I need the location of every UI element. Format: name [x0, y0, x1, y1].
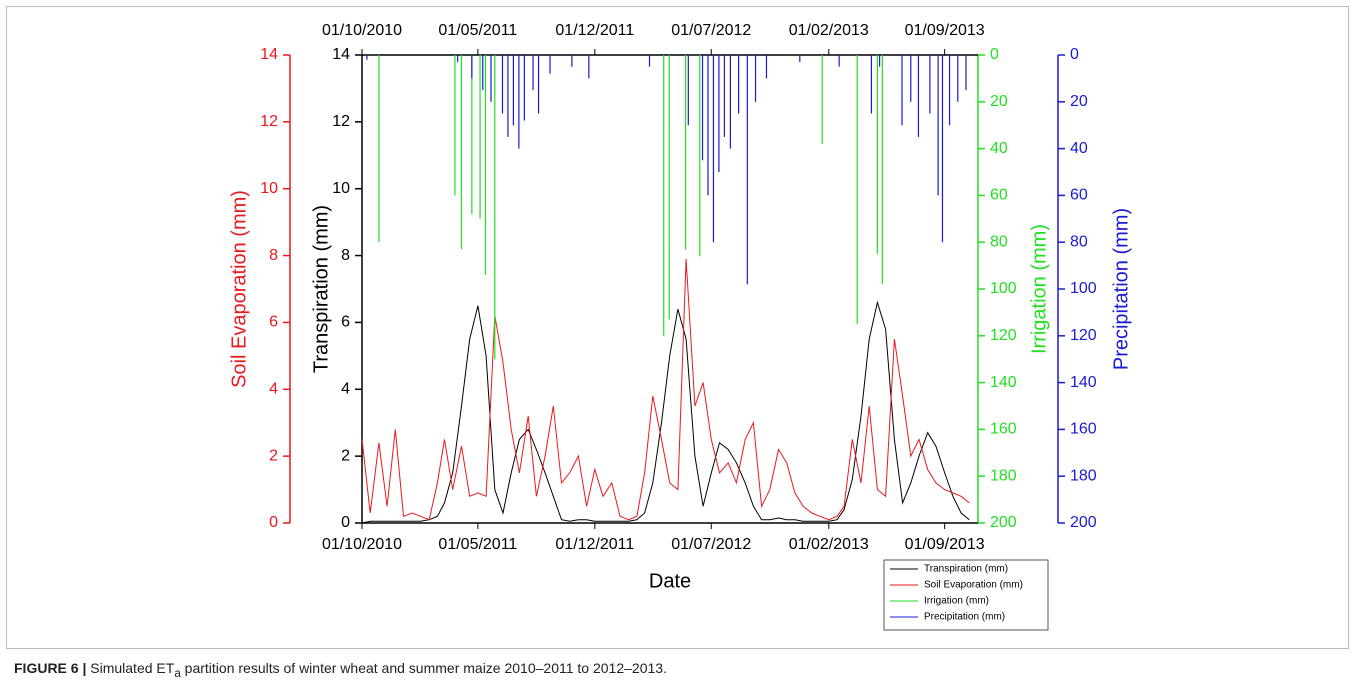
y-tick-label: 180: [990, 467, 1017, 484]
y-tick-label: 0: [269, 514, 278, 531]
x-tick-label: 01/02/2013: [789, 536, 869, 553]
legend-label: Soil Evaporation (mm): [924, 580, 1023, 591]
y-tick-label: 100: [990, 280, 1017, 297]
x-tick-label: 01/07/2012: [671, 536, 751, 553]
y-tick-label: 80: [1070, 233, 1088, 250]
x-tick-label-top: 01/05/2011: [438, 22, 517, 39]
caption-text: Simulated ET: [86, 660, 175, 676]
x-tick-label-top: 01/10/2010: [322, 22, 402, 39]
y-tick-label: 80: [990, 233, 1008, 250]
y-tick-label: 20: [1070, 93, 1088, 110]
y-tick-label: 0: [990, 46, 999, 63]
series-line: [361, 300, 970, 524]
y-tick-label: 14: [332, 46, 350, 63]
y-tick-label: 140: [990, 374, 1017, 391]
y-tick-label: 140: [1070, 374, 1097, 391]
y-tick-label: 2: [341, 447, 350, 464]
y-tick-label: 8: [341, 247, 350, 264]
y-tick-label: 40: [990, 140, 1008, 157]
y-tick-label: 120: [1070, 327, 1097, 344]
y-tick-label: 60: [990, 187, 1008, 204]
y-tick-label: 200: [1070, 514, 1097, 531]
figure-frame: [6, 6, 1349, 649]
y-tick-label: 100: [1070, 280, 1097, 297]
y-tick-label: 2: [269, 447, 278, 464]
legend-label: Irrigation (mm): [924, 596, 989, 607]
series-line: [361, 258, 970, 521]
y-tick-label: 6: [341, 314, 350, 331]
y-tick-label: 14: [260, 46, 278, 63]
y-tick-label: 0: [1070, 46, 1079, 63]
x-tick-label: 01/12/2011: [555, 536, 634, 553]
y-tick-label: 10: [260, 180, 278, 197]
y-axis-title: Precipitation (mm): [1110, 208, 1132, 370]
x-tick-label-top: 01/09/2013: [905, 22, 985, 39]
x-tick-label: 01/10/2010: [322, 536, 402, 553]
y-tick-label: 40: [1070, 140, 1088, 157]
x-tick-label-top: 01/02/2013: [789, 22, 869, 39]
y-tick-label: 8: [269, 247, 278, 264]
x-tick-label-top: 01/07/2012: [671, 22, 751, 39]
y-axis-title: Irrigation (mm): [1028, 224, 1050, 354]
chart: 0 2 4 6 8 10 12 14 Transpiration (mm) 0 2 4 6 8 10 12 14…: [228, 22, 1132, 631]
figure-caption: FIGURE 6 | Simulated ETa partition resul…: [14, 660, 667, 680]
x-tick-label-top: 01/12/2011: [555, 22, 634, 39]
y-tick-label: 180: [1070, 467, 1097, 484]
caption-text: partition results of winter wheat and su…: [180, 660, 667, 676]
y-tick-label: 10: [332, 180, 350, 197]
y-tick-label: 4: [341, 381, 350, 398]
x-axis-title: Date: [649, 570, 691, 592]
y-tick-label: 160: [990, 421, 1017, 438]
y-tick-label: 12: [332, 113, 350, 130]
legend-label: Precipitation (mm): [924, 612, 1005, 623]
y-axis-title: Transpiration (mm): [310, 205, 332, 373]
caption-label: FIGURE 6 |: [14, 660, 87, 676]
legend-box: [883, 559, 1049, 631]
y-tick-label: 6: [269, 314, 278, 331]
y-tick-label: 160: [1070, 421, 1097, 438]
y-tick-label: 60: [1070, 187, 1088, 204]
y-axis-title: Soil Evaporation (mm): [228, 190, 250, 388]
y-tick-label: 4: [269, 381, 278, 398]
y-tick-label: 12: [260, 113, 278, 130]
y-tick-label: 120: [990, 327, 1017, 344]
caption-subscript: a: [174, 666, 181, 680]
x-tick-label: 01/09/2013: [905, 536, 985, 553]
y-tick-label: 0: [341, 514, 350, 531]
x-tick-label: 01/05/2011: [438, 536, 517, 553]
legend-label: Transpiration (mm): [924, 564, 1008, 575]
y-tick-label: 20: [990, 93, 1008, 110]
y-tick-label: 200: [990, 514, 1017, 531]
